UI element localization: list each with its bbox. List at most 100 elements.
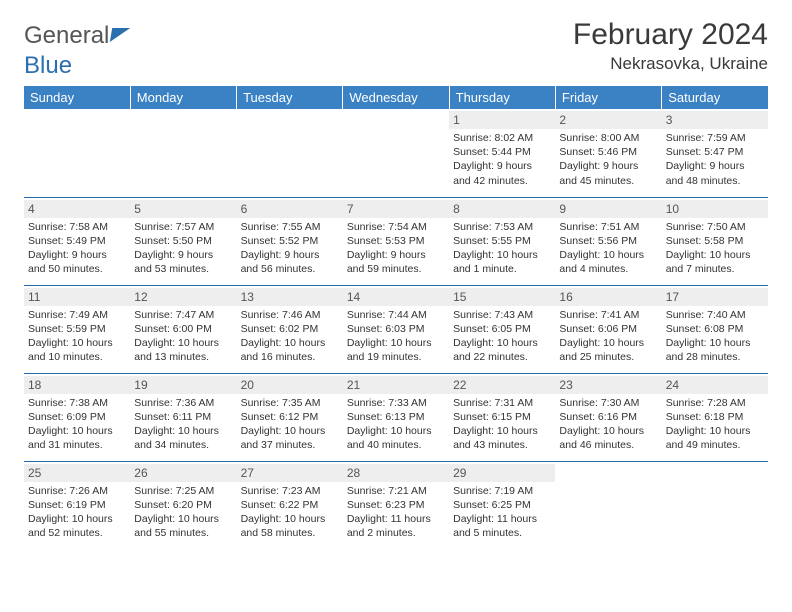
daylight-line: Daylight: 10 hours and 58 minutes.: [241, 512, 339, 540]
sunrise-line: Sunrise: 7:47 AM: [134, 308, 232, 322]
day-number: 16: [555, 288, 661, 306]
sunrise-line: Sunrise: 7:51 AM: [559, 220, 657, 234]
daylight-line: Daylight: 11 hours and 2 minutes.: [347, 512, 445, 540]
day-number: 6: [237, 200, 343, 218]
sunset-line: Sunset: 6:19 PM: [28, 498, 126, 512]
day-detail: Sunrise: 8:00 AMSunset: 5:46 PMDaylight:…: [559, 131, 657, 188]
daylight-line: Daylight: 10 hours and 4 minutes.: [559, 248, 657, 276]
sunrise-line: Sunrise: 7:53 AM: [453, 220, 551, 234]
calendar-cell: [555, 461, 661, 549]
daylight-line: Daylight: 9 hours and 59 minutes.: [347, 248, 445, 276]
weekday-header: Thursday: [449, 86, 555, 109]
daylight-line: Daylight: 9 hours and 42 minutes.: [453, 159, 551, 187]
day-number: 10: [662, 200, 768, 218]
day-number: 25: [24, 464, 130, 482]
calendar-week-row: 11Sunrise: 7:49 AMSunset: 5:59 PMDayligh…: [24, 285, 768, 373]
calendar-cell: [237, 109, 343, 197]
sunset-line: Sunset: 6:12 PM: [241, 410, 339, 424]
daylight-line: Daylight: 10 hours and 40 minutes.: [347, 424, 445, 452]
daylight-line: Daylight: 10 hours and 31 minutes.: [28, 424, 126, 452]
sunset-line: Sunset: 6:15 PM: [453, 410, 551, 424]
day-detail: Sunrise: 8:02 AMSunset: 5:44 PMDaylight:…: [453, 131, 551, 188]
calendar-cell: 20Sunrise: 7:35 AMSunset: 6:12 PMDayligh…: [237, 373, 343, 461]
sunrise-line: Sunrise: 7:35 AM: [241, 396, 339, 410]
sunrise-line: Sunrise: 7:19 AM: [453, 484, 551, 498]
sunset-line: Sunset: 6:22 PM: [241, 498, 339, 512]
sunrise-line: Sunrise: 7:58 AM: [28, 220, 126, 234]
calendar-table: SundayMondayTuesdayWednesdayThursdayFrid…: [24, 86, 768, 549]
calendar-cell: 24Sunrise: 7:28 AMSunset: 6:18 PMDayligh…: [662, 373, 768, 461]
sunrise-line: Sunrise: 7:38 AM: [28, 396, 126, 410]
calendar-week-row: 25Sunrise: 7:26 AMSunset: 6:19 PMDayligh…: [24, 461, 768, 549]
day-detail: Sunrise: 7:33 AMSunset: 6:13 PMDaylight:…: [347, 396, 445, 453]
day-detail: Sunrise: 7:53 AMSunset: 5:55 PMDaylight:…: [453, 220, 551, 277]
sunrise-line: Sunrise: 7:36 AM: [134, 396, 232, 410]
weekday-header-row: SundayMondayTuesdayWednesdayThursdayFrid…: [24, 86, 768, 109]
sunset-line: Sunset: 5:59 PM: [28, 322, 126, 336]
day-number: 12: [130, 288, 236, 306]
day-detail: Sunrise: 7:23 AMSunset: 6:22 PMDaylight:…: [241, 484, 339, 541]
daylight-line: Daylight: 10 hours and 49 minutes.: [666, 424, 764, 452]
day-detail: Sunrise: 7:28 AMSunset: 6:18 PMDaylight:…: [666, 396, 764, 453]
calendar-cell: 19Sunrise: 7:36 AMSunset: 6:11 PMDayligh…: [130, 373, 236, 461]
daylight-line: Daylight: 10 hours and 46 minutes.: [559, 424, 657, 452]
logo-triangle-icon: [110, 28, 130, 42]
sunset-line: Sunset: 5:52 PM: [241, 234, 339, 248]
sunset-line: Sunset: 5:53 PM: [347, 234, 445, 248]
daylight-line: Daylight: 10 hours and 43 minutes.: [453, 424, 551, 452]
sunrise-line: Sunrise: 7:40 AM: [666, 308, 764, 322]
weekday-header: Friday: [555, 86, 661, 109]
day-number: 15: [449, 288, 555, 306]
day-detail: Sunrise: 7:35 AMSunset: 6:12 PMDaylight:…: [241, 396, 339, 453]
sunrise-line: Sunrise: 7:59 AM: [666, 131, 764, 145]
weekday-header: Monday: [130, 86, 236, 109]
logo-text-1: General: [24, 22, 109, 50]
calendar-cell: 27 Sunrise: 7:23 AMSunset: 6:22 PMDayligh…: [237, 461, 343, 549]
sunrise-line: Sunrise: 7:31 AM: [453, 396, 551, 410]
daylight-line: Daylight: 10 hours and 25 minutes.: [559, 336, 657, 364]
sunrise-line: Sunrise: 7:46 AM: [241, 308, 339, 322]
daylight-line: Daylight: 10 hours and 19 minutes.: [347, 336, 445, 364]
day-number: 18: [24, 376, 130, 394]
sunset-line: Sunset: 6:02 PM: [241, 322, 339, 336]
calendar-cell: [24, 109, 130, 197]
sunset-line: Sunset: 5:58 PM: [666, 234, 764, 248]
calendar-cell: 13Sunrise: 7:46 AMSunset: 6:02 PMDayligh…: [237, 285, 343, 373]
day-detail: Sunrise: 7:57 AMSunset: 5:50 PMDaylight:…: [134, 220, 232, 277]
sunset-line: Sunset: 6:03 PM: [347, 322, 445, 336]
weekday-header: Saturday: [662, 86, 768, 109]
calendar-cell: 25Sunrise: 7:26 AMSunset: 6:19 PMDayligh…: [24, 461, 130, 549]
calendar-cell: 3Sunrise: 7:59 AMSunset: 5:47 PMDaylight…: [662, 109, 768, 197]
day-number: 21: [343, 376, 449, 394]
sunrise-line: Sunrise: 7:25 AM: [134, 484, 232, 498]
calendar-cell: 12 Sunrise: 7:47 AMSunset: 6:00 PMDayligh…: [130, 285, 236, 373]
calendar-cell: [343, 109, 449, 197]
day-number: 27: [237, 464, 343, 482]
day-number: 9: [555, 200, 661, 218]
day-number: 2: [555, 111, 661, 129]
page-title: February 2024: [573, 18, 768, 52]
sunset-line: Sunset: 6:16 PM: [559, 410, 657, 424]
day-detail: Sunrise: 7:50 AMSunset: 5:58 PMDaylight:…: [666, 220, 764, 277]
calendar-cell: 1Sunrise: 8:02 AMSunset: 5:44 PMDaylight…: [449, 109, 555, 197]
sunset-line: Sunset: 6:06 PM: [559, 322, 657, 336]
day-detail: Sunrise: 7:47 AMSunset: 6:00 PMDaylight:…: [134, 308, 232, 365]
calendar-cell: 15Sunrise: 7:43 AMSunset: 6:05 PMDayligh…: [449, 285, 555, 373]
sunset-line: Sunset: 5:49 PM: [28, 234, 126, 248]
calendar-cell: 16Sunrise: 7:41 AMSunset: 6:06 PMDayligh…: [555, 285, 661, 373]
sunrise-line: Sunrise: 7:54 AM: [347, 220, 445, 234]
day-detail: Sunrise: 7:46 AMSunset: 6:02 PMDaylight:…: [241, 308, 339, 365]
daylight-line: Daylight: 10 hours and 10 minutes.: [28, 336, 126, 364]
sunset-line: Sunset: 5:56 PM: [559, 234, 657, 248]
day-detail: Sunrise: 7:54 AMSunset: 5:53 PMDaylight:…: [347, 220, 445, 277]
sunset-line: Sunset: 6:20 PM: [134, 498, 232, 512]
sunset-line: Sunset: 6:18 PM: [666, 410, 764, 424]
sunset-line: Sunset: 6:08 PM: [666, 322, 764, 336]
calendar-cell: 10 Sunrise: 7:50 AMSunset: 5:58 PMDayligh…: [662, 197, 768, 285]
day-number: 5: [130, 200, 236, 218]
sunrise-line: Sunrise: 7:28 AM: [666, 396, 764, 410]
day-detail: Sunrise: 7:36 AMSunset: 6:11 PMDaylight:…: [134, 396, 232, 453]
calendar-cell: 22Sunrise: 7:31 AMSunset: 6:15 PMDayligh…: [449, 373, 555, 461]
sunset-line: Sunset: 6:25 PM: [453, 498, 551, 512]
daylight-line: Daylight: 10 hours and 52 minutes.: [28, 512, 126, 540]
